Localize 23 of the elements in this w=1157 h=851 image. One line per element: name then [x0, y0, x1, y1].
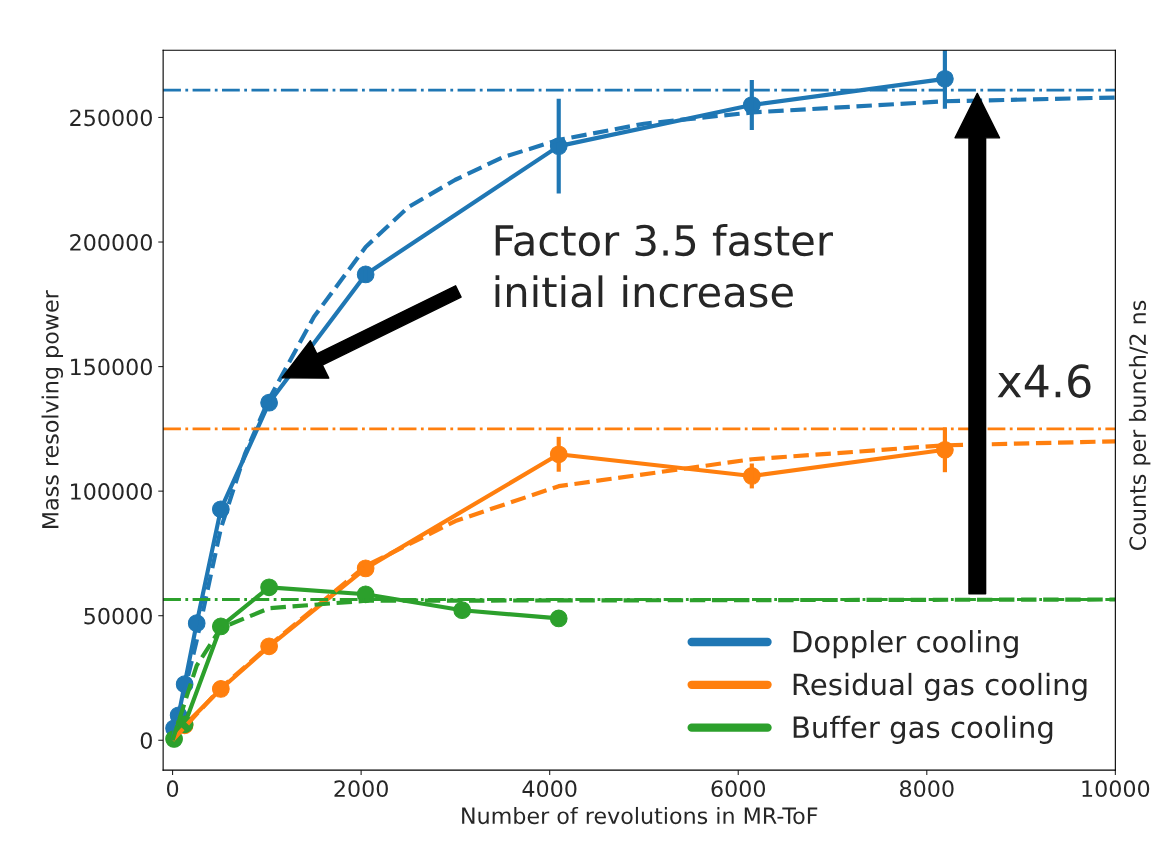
- y-tick-label: 200000: [70, 233, 152, 251]
- x-tick-label: 0: [166, 780, 179, 798]
- legend-label: Buffer gas cooling: [793, 715, 1053, 744]
- y-tick-label: 0: [140, 732, 152, 750]
- point: [549, 609, 568, 628]
- x-tick-label: 2000: [334, 780, 388, 798]
- y-axis-title: Mass resolving power: [41, 290, 64, 528]
- legend-label: Residual gas cooling: [793, 672, 1087, 702]
- x-tick-label: 6000: [711, 780, 766, 798]
- annotation: Factor 3.5 faster initial increase: [495, 223, 833, 308]
- x-tick-label: 10000: [1082, 780, 1150, 798]
- x-axis-title: Number of revolutions in MR-ToF: [462, 806, 818, 825]
- annotation: x4.6: [997, 364, 1091, 398]
- x-tick-label: 4000: [522, 780, 577, 798]
- y-tick-label: 100000: [71, 483, 152, 500]
- x-tick-label: 8000: [900, 780, 954, 798]
- text: Counts per bunch/2 ns: [1128, 300, 1151, 551]
- legend-label: Doppler cooling: [793, 630, 1018, 659]
- y-tick-label: 250000: [70, 109, 152, 127]
- point: [453, 601, 472, 620]
- y-tick-label: 150000: [71, 358, 152, 376]
- y-tick-label: 50000: [84, 607, 152, 625]
- point: [260, 578, 278, 597]
